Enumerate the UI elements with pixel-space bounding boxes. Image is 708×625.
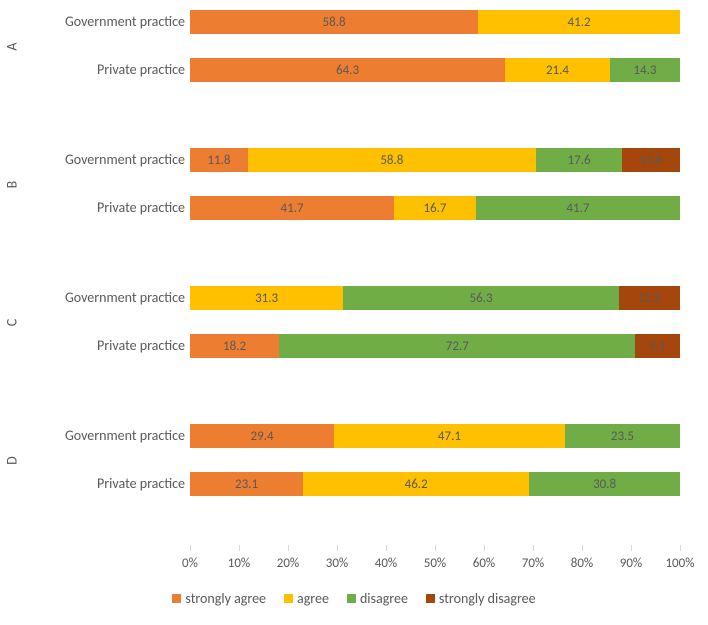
legend-swatch — [426, 594, 435, 603]
legend-label: disagree — [360, 590, 408, 607]
legend: strongly agree agree disagree strongly disa… — [0, 590, 708, 607]
bar-segment: 31.3 — [190, 286, 343, 310]
group-label: D — [4, 451, 21, 471]
bar-row: 23.146.230.8 — [190, 472, 680, 496]
x-tick-label: 90% — [611, 556, 651, 571]
plot-area: 58.841.264.321.414.311.858.817.611.841.7… — [190, 10, 680, 545]
bar-segment: 23.5 — [565, 424, 680, 448]
x-tick — [239, 545, 240, 551]
bar-segment: 41.7 — [476, 196, 680, 220]
legend-swatch — [284, 594, 293, 603]
bar-row: 58.841.2 — [190, 10, 680, 34]
legend-item: strongly agree — [172, 590, 266, 607]
x-tick-label: 50% — [415, 556, 455, 571]
row-label: Private practice — [25, 477, 185, 491]
bar-row: 41.716.741.7 — [190, 196, 680, 220]
x-tick — [533, 545, 534, 551]
bar-segment: 12.5 — [619, 286, 680, 310]
bar-segment: 17.6 — [536, 148, 622, 172]
bar-segment: 18.2 — [190, 334, 279, 358]
bar-segment: 72.7 — [279, 334, 635, 358]
legend-label: strongly agree — [185, 590, 266, 607]
x-tick-label: 80% — [562, 556, 602, 571]
bar-segment: 58.8 — [248, 148, 536, 172]
row-label: Government practice — [25, 291, 185, 305]
bar-row: 18.272.79.1 — [190, 334, 680, 358]
stacked-bar-chart: 58.841.264.321.414.311.858.817.611.841.7… — [0, 0, 708, 625]
x-tick — [631, 545, 632, 551]
legend-swatch — [172, 594, 181, 603]
x-tick-label: 0% — [170, 556, 210, 571]
bar-row: 31.356.312.5 — [190, 286, 680, 310]
x-tick-label: 20% — [268, 556, 308, 571]
x-tick-label: 30% — [317, 556, 357, 571]
row-label: Government practice — [25, 15, 185, 29]
x-tick — [288, 545, 289, 551]
row-label: Government practice — [25, 429, 185, 443]
bar-segment: 29.4 — [190, 424, 334, 448]
bar-segment: 47.1 — [334, 424, 565, 448]
row-label: Private practice — [25, 201, 185, 215]
bar-segment: 9.1 — [635, 334, 680, 358]
x-tick-label: 10% — [219, 556, 259, 571]
legend-item: strongly disagree — [426, 590, 536, 607]
bar-segment: 30.8 — [529, 472, 680, 496]
x-tick — [435, 545, 436, 551]
x-tick — [680, 545, 681, 551]
x-tick-label: 70% — [513, 556, 553, 571]
bar-row: 29.447.123.5 — [190, 424, 680, 448]
bar-segment: 41.2 — [478, 10, 680, 34]
legend-label: agree — [297, 590, 329, 607]
legend-item: agree — [284, 590, 329, 607]
bar-segment: 41.7 — [190, 196, 394, 220]
bar-segment: 11.8 — [190, 148, 248, 172]
bar-segment: 16.7 — [394, 196, 476, 220]
legend-swatch — [347, 594, 356, 603]
x-tick-label: 100% — [660, 556, 700, 571]
bar-segment: 11.8 — [622, 148, 680, 172]
bar-segment: 23.1 — [190, 472, 303, 496]
bar-segment: 58.8 — [190, 10, 478, 34]
group-label: C — [4, 313, 21, 333]
x-tick-label: 40% — [366, 556, 406, 571]
bar-row: 11.858.817.611.8 — [190, 148, 680, 172]
bar-segment: 46.2 — [303, 472, 529, 496]
legend-item: disagree — [347, 590, 408, 607]
legend-label: strongly disagree — [439, 590, 536, 607]
x-tick — [582, 545, 583, 551]
x-tick — [386, 545, 387, 551]
x-tick — [337, 545, 338, 551]
bar-segment: 21.4 — [505, 58, 610, 82]
row-label: Government practice — [25, 153, 185, 167]
group-label: A — [4, 37, 21, 57]
row-label: Private practice — [25, 339, 185, 353]
bar-row: 64.321.414.3 — [190, 58, 680, 82]
bar-segment: 64.3 — [190, 58, 505, 82]
x-tick — [484, 545, 485, 551]
x-tick-label: 60% — [464, 556, 504, 571]
group-label: B — [4, 175, 21, 195]
x-tick — [190, 545, 191, 551]
bar-segment: 56.3 — [343, 286, 619, 310]
bar-segment: 14.3 — [610, 58, 680, 82]
row-label: Private practice — [25, 63, 185, 77]
